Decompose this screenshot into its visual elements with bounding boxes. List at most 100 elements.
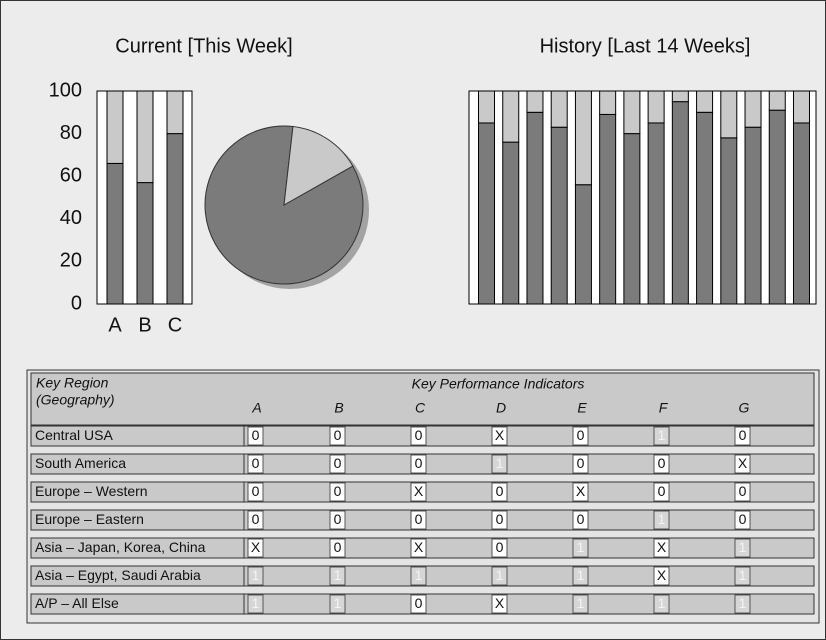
kpi-cell <box>572 594 589 614</box>
x-tick-label: C <box>168 314 182 336</box>
kpi-header: Key Performance Indicators <box>412 376 585 392</box>
kpi-value: X <box>414 483 424 499</box>
kpi-value: X <box>576 483 586 499</box>
kpi-cell <box>410 426 427 446</box>
kpi-value: 1 <box>496 567 504 583</box>
kpi-cell <box>653 426 670 446</box>
kpi-value: 0 <box>415 455 423 471</box>
region-label: Asia – Japan, Korea, China <box>35 539 206 555</box>
kpi-cell <box>734 426 751 446</box>
kpi-cell <box>572 426 589 446</box>
kpi-cell <box>491 594 508 614</box>
kpi-value: 0 <box>577 427 585 443</box>
kpi-cell <box>247 594 264 614</box>
region-header: Key Region <box>36 375 109 391</box>
kpi-value: 1 <box>658 427 666 443</box>
kpi-cell <box>653 510 670 530</box>
kpi-value: 1 <box>252 595 260 611</box>
kpi-value: 0 <box>496 483 504 499</box>
y-tick-label: 20 <box>60 250 82 272</box>
kpi-cell <box>653 482 670 502</box>
region-header: (Geography) <box>36 392 115 408</box>
kpi-value: 1 <box>739 539 747 555</box>
kpi-value: 1 <box>577 595 585 611</box>
kpi-cell <box>734 454 751 474</box>
column-header: A <box>251 400 261 416</box>
kpi-cell <box>734 510 751 530</box>
bar-segment <box>106 90 124 164</box>
kpi-value: 0 <box>739 427 747 443</box>
kpi-value: 0 <box>334 483 342 499</box>
y-tick-label: 60 <box>60 164 82 186</box>
kpi-value: 0 <box>496 511 504 527</box>
bar-segment <box>599 113 617 305</box>
kpi-cell <box>410 482 427 502</box>
bar-segment <box>166 90 184 135</box>
kpi-value: 0 <box>658 455 666 471</box>
column-header: F <box>659 400 669 416</box>
bar-segment <box>744 90 762 128</box>
kpi-cell <box>410 510 427 530</box>
bar-segment <box>623 90 641 135</box>
kpi-value: 0 <box>334 455 342 471</box>
kpi-value: 0 <box>739 483 747 499</box>
bar-segment <box>696 90 714 113</box>
bar-segment <box>574 90 592 186</box>
kpi-value: 0 <box>577 455 585 471</box>
bar-segment <box>744 126 762 305</box>
x-tick-label: B <box>138 314 151 336</box>
bar-segment <box>671 90 689 103</box>
bar-segment <box>792 122 810 305</box>
kpi-value: 0 <box>739 511 747 527</box>
bar-segment <box>106 162 124 305</box>
bar-segment <box>792 90 810 124</box>
y-tick-label: 100 <box>49 79 82 101</box>
bar-segment <box>550 90 568 128</box>
kpi-cell <box>653 566 670 586</box>
y-tick-label: 0 <box>71 292 82 314</box>
y-tick-label: 40 <box>60 207 82 229</box>
region-label: Central USA <box>35 427 113 443</box>
bar-segment <box>696 111 714 305</box>
kpi-value: X <box>657 567 667 583</box>
column-header: D <box>496 400 506 416</box>
kpi-value: 0 <box>334 427 342 443</box>
kpi-cell <box>410 594 427 614</box>
kpi-cell <box>247 454 264 474</box>
kpi-cell <box>247 538 264 558</box>
kpi-value: 0 <box>334 511 342 527</box>
bar-segment <box>768 90 786 111</box>
region-label: Europe – Eastern <box>35 511 144 527</box>
kpi-cell <box>734 566 751 586</box>
bar-segment <box>647 122 665 305</box>
kpi-cell <box>247 510 264 530</box>
kpi-cell <box>572 454 589 474</box>
kpi-cell <box>653 538 670 558</box>
kpi-cell <box>734 482 751 502</box>
kpi-cell <box>329 594 346 614</box>
kpi-value: 0 <box>658 483 666 499</box>
kpi-value: X <box>738 455 748 471</box>
kpi-cell <box>247 566 264 586</box>
bar-segment <box>526 111 544 305</box>
kpi-cell <box>491 566 508 586</box>
kpi-cell <box>491 454 508 474</box>
column-header: C <box>415 400 426 416</box>
kpi-value: 1 <box>739 567 747 583</box>
kpi-cell <box>329 482 346 502</box>
kpi-cell <box>734 594 751 614</box>
bar-segment <box>526 90 544 113</box>
pie-slice <box>283 125 354 206</box>
x-tick-label: A <box>108 314 122 336</box>
bar-segment <box>502 141 520 305</box>
kpi-value: 0 <box>415 427 423 443</box>
region-label: South America <box>35 455 126 471</box>
region-label: A/P – All Else <box>35 595 119 611</box>
kpi-cell <box>491 538 508 558</box>
kpi-value: 0 <box>252 427 260 443</box>
bar-segment <box>136 90 154 184</box>
kpi-value: X <box>657 539 667 555</box>
column-header: B <box>334 400 343 416</box>
bar-segment <box>478 122 496 305</box>
